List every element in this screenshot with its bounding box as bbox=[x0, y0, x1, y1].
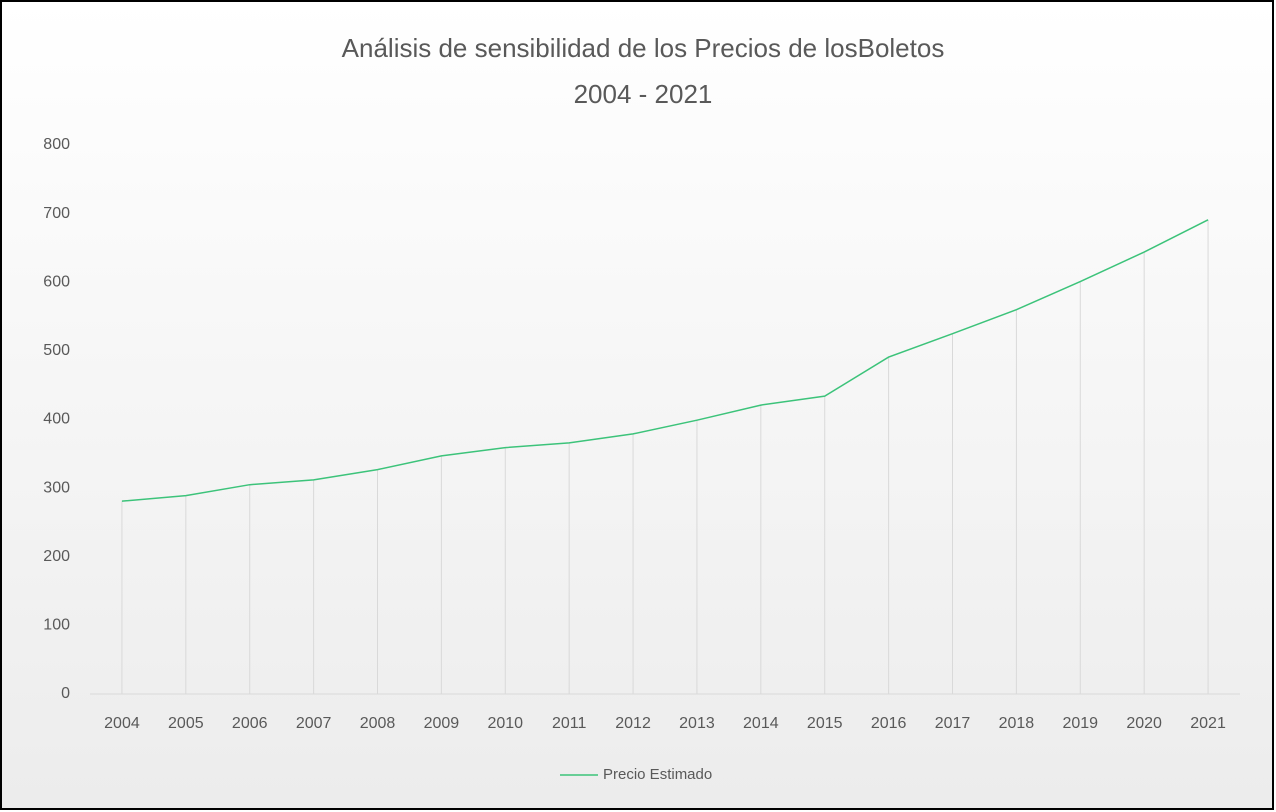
x-tick-label: 2020 bbox=[1126, 715, 1162, 732]
y-tick-label: 400 bbox=[43, 411, 70, 428]
x-tick-label: 2004 bbox=[104, 715, 140, 732]
x-tick-label: 2006 bbox=[232, 715, 268, 732]
x-tick-label: 2015 bbox=[807, 715, 843, 732]
y-tick-label: 600 bbox=[43, 273, 70, 290]
x-tick-label: 2012 bbox=[615, 715, 651, 732]
y-tick-label: 700 bbox=[43, 205, 70, 222]
x-tick-label: 2019 bbox=[1062, 715, 1098, 732]
legend-label: Precio Estimado bbox=[603, 766, 712, 783]
x-tick-label: 2007 bbox=[296, 715, 332, 732]
x-tick-label: 2018 bbox=[999, 715, 1035, 732]
y-tick-label: 100 bbox=[43, 617, 70, 634]
x-tick-label: 2008 bbox=[360, 715, 396, 732]
x-tick-label: 2014 bbox=[743, 715, 779, 732]
series-line bbox=[121, 219, 1209, 502]
y-tick-label: 300 bbox=[43, 479, 70, 496]
x-tick-label: 2005 bbox=[168, 715, 204, 732]
y-tick-label: 200 bbox=[43, 548, 70, 565]
y-tick-label: 0 bbox=[61, 685, 70, 702]
chart-title: Análisis de sensibilidad de los Precios … bbox=[342, 33, 945, 63]
x-tick-label: 2009 bbox=[424, 715, 460, 732]
x-tick-label: 2021 bbox=[1190, 715, 1226, 732]
chart-subtitle: 2004 - 2021 bbox=[574, 79, 713, 109]
x-tick-label: 2016 bbox=[871, 715, 907, 732]
y-tick-label: 800 bbox=[43, 136, 70, 153]
x-tick-label: 2017 bbox=[935, 715, 971, 732]
x-tick-label: 2013 bbox=[679, 715, 715, 732]
x-tick-label: 2011 bbox=[552, 715, 587, 732]
y-tick-label: 500 bbox=[43, 342, 70, 359]
x-tick-label: 2010 bbox=[487, 715, 523, 732]
